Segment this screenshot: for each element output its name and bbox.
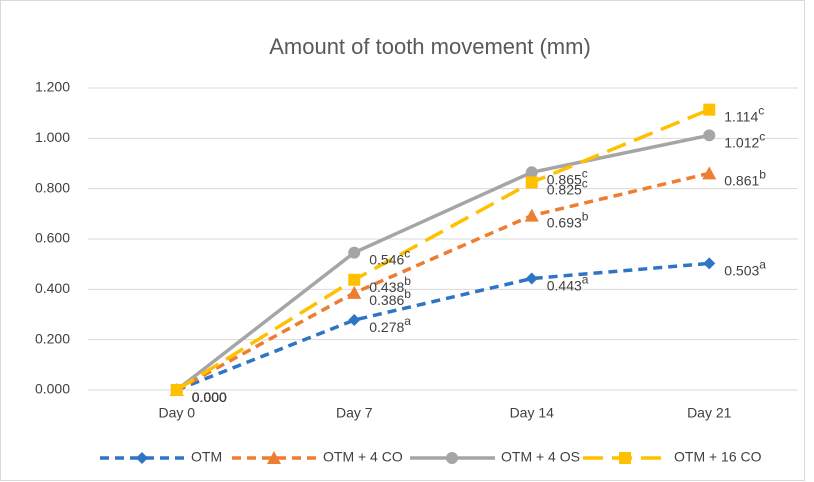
marker [525,272,538,285]
data-label-superscript: a [404,314,411,328]
data-label: 0.278a [369,314,411,335]
marker [703,129,716,142]
marker [703,103,716,116]
legend-marker [446,452,458,464]
legend-marker [267,451,281,464]
data-label-superscript: a [759,258,766,272]
y-tick-label: 0.200 [35,330,70,346]
data-label-value: 0.861 [724,172,759,188]
data-label-superscript: c [582,177,588,191]
x-tick-label: Day 14 [510,405,555,421]
data-label: 0.546c [369,247,410,268]
marker [702,166,717,180]
data-label-value: 0.825 [547,181,582,197]
marker [525,176,538,189]
data-label-value: 0.503 [724,262,759,278]
y-tick-label: 0.600 [35,230,70,246]
marker [524,208,539,222]
data-label-superscript: c [759,129,765,143]
chart-title: Amount of tooth movement (mm) [269,34,591,59]
marker [703,257,716,270]
marker [347,285,362,299]
data-label: 1.012c [724,129,765,150]
data-label-superscript: c [582,166,588,180]
x-tick-label: Day 7 [336,405,373,421]
data-label: 0.000 [192,389,227,405]
data-label: 0.503a [724,258,766,279]
data-label: 0.693b [547,210,589,231]
data-label: 0.443a [547,273,589,294]
data-label-superscript: c [758,104,764,118]
data-label-value: 0.546 [369,251,404,267]
data-label-value: 0.865 [547,171,582,187]
x-tick-label: Day 0 [158,405,195,421]
data-label-value: 0.443 [547,277,582,293]
data-label-superscript: b [582,210,589,224]
legend-marker [619,452,631,464]
series-line [175,108,710,392]
data-label: 0.865c [547,166,588,187]
series-line [175,171,710,392]
y-tick-label: 0.800 [35,179,70,195]
data-label: 0.000 [192,389,227,405]
data-label: 0.000 [192,389,227,405]
series-line [176,261,710,392]
data-label-value: 0.693 [547,214,582,230]
marker [348,273,361,286]
data-label-superscript: b [404,274,411,288]
marker [348,246,361,259]
legend-label: OTM [191,449,222,465]
data-label: 0.386b [369,287,411,308]
series-line [175,133,710,392]
data-label-superscript: c [404,247,410,261]
y-tick-label: 1.200 [35,79,70,95]
data-label: 0.825c [547,177,588,198]
data-label-value: 0.438 [369,278,404,294]
data-label-value: 0.000 [192,389,227,405]
marker [170,384,183,396]
data-label: 1.114c [724,104,764,125]
data-label-value: 0.000 [192,389,227,405]
data-label-superscript: b [404,287,411,301]
x-tick-label: Day 21 [687,405,732,421]
y-tick-label: 1.000 [35,129,70,145]
y-tick-label: 0.400 [35,280,70,296]
data-label: 0.000 [192,389,227,405]
marker [525,166,538,179]
data-label-value: 0.278 [369,319,404,335]
data-label-value: 0.000 [192,389,227,405]
data-label-value: 0.386 [369,292,404,308]
legend-label: OTM + 16 CO [674,449,762,465]
y-tick-label: 0.000 [35,381,70,397]
marker [348,314,361,327]
legend-label: OTM + 4 CO [323,449,403,465]
legend-label: OTM + 4 OS [501,449,580,465]
legend-marker [136,452,148,464]
data-label-value: 0.000 [192,389,227,405]
data-label-value: 1.114 [724,108,758,124]
data-label: 0.438b [369,274,411,295]
data-label-value: 1.012 [724,134,759,150]
data-label-superscript: a [582,273,589,287]
data-label-superscript: b [759,167,766,181]
data-label: 0.861b [724,167,766,188]
